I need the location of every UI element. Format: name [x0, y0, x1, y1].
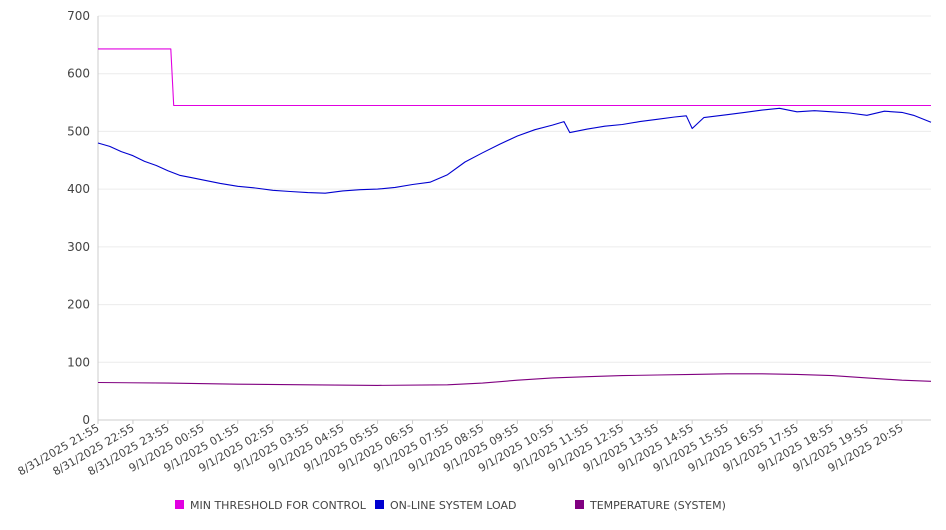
- x-axis: 8/31/2025 21:558/31/2025 22:558/31/2025 …: [16, 420, 905, 478]
- y-tick-label: 0: [82, 413, 90, 427]
- series-line-1: [97, 107, 932, 194]
- series-line-0: [98, 48, 931, 107]
- legend-swatch: [575, 500, 584, 509]
- legend-label: TEMPERATURE (SYSTEM): [589, 499, 726, 512]
- legend-swatch: [375, 500, 384, 509]
- y-tick-label: 300: [67, 240, 90, 254]
- y-tick-label: 500: [67, 124, 90, 138]
- y-tick-label: 700: [67, 9, 90, 23]
- legend-swatch: [175, 500, 184, 509]
- series-group: [97, 48, 932, 386]
- y-tick-label: 100: [67, 355, 90, 369]
- legend-label: ON-LINE SYSTEM LOAD: [390, 499, 516, 512]
- legend: MIN THRESHOLD FOR CONTROL ON-LINE SYSTEM …: [175, 499, 726, 512]
- legend-item: ON-LINE SYSTEM LOAD: [375, 499, 516, 512]
- y-tick-label: 600: [67, 67, 90, 81]
- legend-item: TEMPERATURE (SYSTEM): [575, 499, 726, 512]
- y-tick-label: 200: [67, 298, 90, 312]
- legend-label: MIN THRESHOLD FOR CONTROL: [190, 499, 367, 512]
- legend-item: MIN THRESHOLD FOR CONTROL: [175, 499, 367, 512]
- series-line-2: [97, 373, 932, 386]
- y-axis: 0 100 200 300 400 500 600 700: [67, 9, 99, 427]
- grid-lines: [98, 15, 931, 421]
- y-tick-label: 400: [67, 182, 90, 196]
